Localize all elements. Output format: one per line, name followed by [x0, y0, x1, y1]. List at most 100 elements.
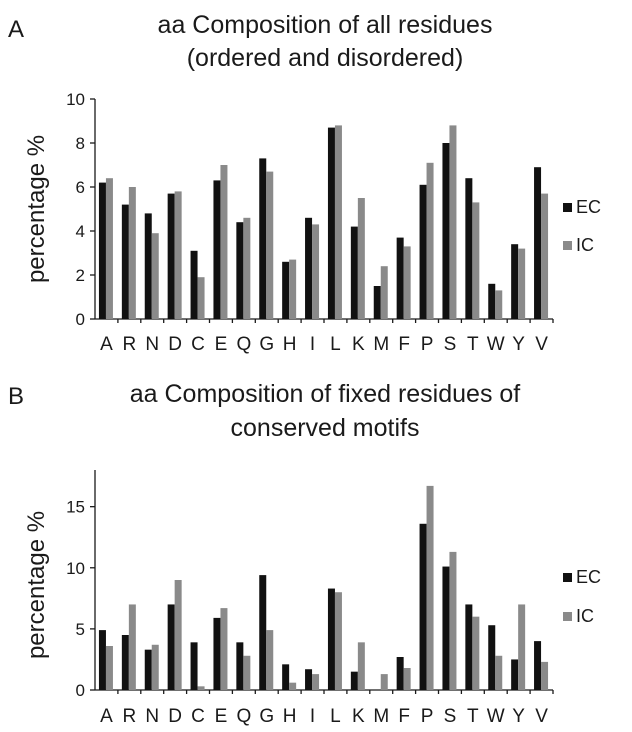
panel-a-bar-ec-D	[167, 193, 175, 319]
panel-a-bar-ec-Y	[511, 244, 519, 319]
panel-b-bar-ec-P	[419, 523, 427, 690]
panel-b-bar-ic-D	[174, 580, 182, 690]
panel-a-bar-ic-V	[541, 193, 549, 319]
panel-a-bar-ic-F	[403, 246, 411, 319]
panel-a-bar-ic-Y	[518, 248, 526, 319]
panel-a-bar-ec-Q	[236, 222, 244, 319]
panel-a-category-label: Q	[236, 334, 251, 355]
panel-b-bar-ec-W	[488, 625, 496, 690]
panel-b-category-label: G	[259, 706, 274, 727]
panel-b-bar-ec-C	[190, 642, 198, 690]
panel-b-bar-ic-F	[403, 668, 411, 690]
panel-a-category-label: Y	[512, 334, 525, 355]
panel-b-category-label: C	[191, 706, 205, 727]
panel-b-legend-ec-swatch	[563, 573, 572, 582]
panel-b-bar-ec-N	[144, 649, 152, 690]
panel-a-bar-ic-L	[334, 125, 342, 320]
panel-b-bar-ic-P	[426, 485, 434, 690]
panel-b-bar-ec-G	[259, 575, 267, 690]
panel-b-category-label: A	[100, 706, 113, 727]
panel-a-legend-ec-label: EC	[576, 197, 601, 217]
panel-a-y-tick-label: 4	[76, 222, 85, 241]
panel-a-bar-ec-H	[282, 261, 290, 319]
panel-a-ylabel: percentage %	[23, 135, 50, 283]
panel-b-bar-ec-D	[167, 604, 175, 690]
panel-a-bar-ec-G	[259, 158, 267, 319]
panel-a-category-label: V	[535, 334, 548, 355]
panel-a-y-tick-label: 8	[76, 134, 85, 153]
panel-a-plot: 0 2 4 6 8 10 A R N D C E Q G H I L K M F P S T W Y V	[66, 90, 554, 355]
panel-a-category-label: G	[259, 334, 274, 355]
panel-a-category-label: L	[330, 334, 341, 355]
panel-b-bar-ec-A	[98, 630, 106, 690]
panel-a-category-label: E	[215, 334, 228, 355]
panel-b-plot: 0 5 10 15 A R N D C E Q G H I L K M F P S T W Y V	[66, 470, 554, 727]
panel-a-category-label: I	[310, 334, 315, 355]
panel-b-legend-ic-swatch	[563, 612, 572, 621]
panel-a-bar-ic-M	[380, 266, 388, 319]
panel-a-y-tick-label: 6	[76, 178, 85, 197]
panel-a-category-label: F	[398, 334, 410, 355]
panel-b-bar-ic-W	[495, 655, 503, 690]
panel-b-category-label: D	[168, 706, 182, 727]
panel-b-bar-ic-K	[357, 642, 365, 690]
panel-a-bar-ic-I	[312, 224, 320, 319]
panel-b-category-label: L	[330, 706, 341, 727]
panel-b-ylabel: percentage %	[23, 511, 50, 659]
panel-a-bar-ec-A	[98, 182, 106, 319]
panel-a-bar-ec-V	[534, 167, 542, 319]
panel-a-category-label: N	[145, 334, 159, 355]
panel-a-label: A	[8, 16, 24, 43]
panel-b-bar-ic-N	[151, 644, 159, 690]
panel-b-legend: EC IC	[563, 567, 601, 626]
panel-a-category-label: H	[283, 334, 297, 355]
panel-a-category-label: T	[467, 334, 479, 355]
panel-a-bar-ic-P	[426, 162, 434, 319]
panel-b-bar-ec-Q	[236, 642, 244, 690]
panel-a-bar-ic-D	[174, 191, 182, 319]
panel-b-bar-ec-K	[350, 671, 358, 690]
panel-b-legend-ec-label: EC	[576, 567, 601, 587]
panel-b-bar-ic-S	[449, 551, 457, 690]
panel-a-legend: EC IC	[563, 197, 601, 255]
panel-a-category-label: M	[373, 334, 389, 355]
panel-b-bar-ic-Q	[243, 655, 251, 690]
panel-a-title: aa Composition of all residues	[158, 11, 493, 39]
panel-a-category-label: S	[444, 334, 457, 355]
panel-b-title: aa Composition of fixed residues of	[130, 380, 521, 408]
panel-b-bar-ic-A	[105, 646, 113, 690]
panel-b-legend-ic-label: IC	[576, 606, 594, 626]
panel-a-category-label: A	[100, 334, 113, 355]
panel-b-bar-ec-R	[121, 635, 129, 690]
panel-b-bar-ec-H	[282, 664, 290, 690]
panel-a-bar-ec-F	[396, 237, 404, 319]
panel-a-bar-ic-N	[151, 233, 159, 319]
panel-b-category-label: S	[444, 706, 457, 727]
panel-b-bar-ec-Y	[511, 659, 519, 690]
panel-b-category-label: W	[487, 706, 505, 727]
panel-b-category-label: F	[398, 706, 410, 727]
panel-a-legend-ic-swatch	[563, 241, 572, 250]
panel-b-category-label: Q	[236, 706, 251, 727]
panel-a-bar-ec-N	[144, 213, 152, 319]
panel-b-bar-ic-H	[289, 682, 297, 690]
panel-b-bar-ec-T	[465, 604, 473, 690]
panel-b-category-label: H	[283, 706, 297, 727]
panel-a-category-label: K	[352, 334, 365, 355]
panel-b-category-label: Y	[512, 706, 525, 727]
panel-b-category-label: E	[215, 706, 228, 727]
panel-a-subtitle: (ordered and disordered)	[187, 44, 464, 72]
panel-b-bar-ic-G	[266, 630, 274, 690]
panel-a-bar-ec-K	[350, 226, 358, 319]
panel-a-bar-ic-E	[220, 165, 228, 319]
panel-a-bar-ic-W	[495, 290, 503, 319]
panel-b-y-tick-label: 0	[76, 681, 85, 700]
panel-a-bar-ic-C	[197, 277, 205, 319]
panel-b-bar-ec-I	[305, 669, 313, 690]
panel-a-bar-ec-W	[488, 283, 496, 319]
panel-b-subtitle: conserved motifs	[231, 414, 420, 442]
panel-a-bar-ic-H	[289, 259, 297, 319]
panel-a-legend-ic-label: IC	[576, 235, 594, 255]
panel-a-bar-ec-I	[305, 217, 313, 319]
panel-b-bar-ic-T	[472, 616, 480, 690]
